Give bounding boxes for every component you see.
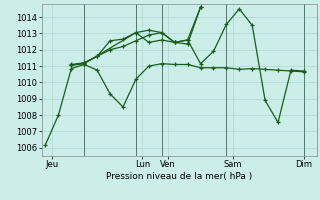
X-axis label: Pression niveau de la mer( hPa ): Pression niveau de la mer( hPa ) xyxy=(106,172,252,181)
